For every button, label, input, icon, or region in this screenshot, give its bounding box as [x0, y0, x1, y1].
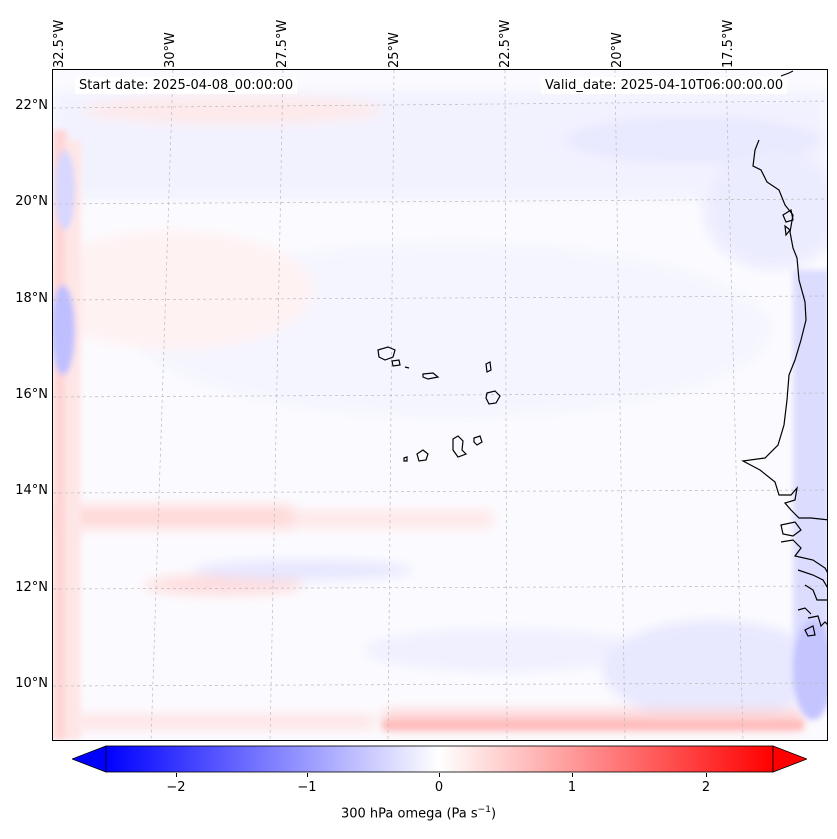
omega-map: [52, 69, 828, 741]
cb-tickmark-2: [706, 773, 707, 777]
colorbar-svg: [70, 745, 809, 773]
colorbar-label-close: ): [490, 806, 497, 822]
lon-label-22-5w: 22.5°W: [498, 19, 513, 68]
start-date-label: Start date: 2025-04-08_00:00:00: [75, 77, 298, 94]
colorbar-min-extend: [70, 745, 107, 773]
lat-label-18n: 18°N: [15, 291, 48, 306]
cb-tick-2: 2: [701, 780, 711, 795]
lon-label-25w: 25°W: [387, 32, 402, 68]
lat-label-10n: 10°N: [15, 676, 48, 691]
lat-label-20n: 20°N: [15, 194, 48, 209]
omega-shading: [53, 90, 827, 730]
colorbar: [70, 745, 809, 773]
cape-verde-islands: [377, 346, 501, 462]
west-edge-band: [53, 130, 67, 740]
cb-tickmark-neg1: [307, 773, 308, 777]
map-field: [53, 70, 827, 740]
graticule: [53, 70, 827, 740]
lon-label-27-5w: 27.5°W: [275, 19, 290, 68]
cb-tickmark-neg2: [176, 773, 177, 777]
colorbar-max-extend: [772, 745, 809, 773]
cb-tick-neg2: −2: [166, 780, 186, 795]
lat-label-16n: 16°N: [15, 387, 48, 402]
colorbar-gradient: [105, 745, 774, 773]
cb-tick-0: 0: [434, 780, 444, 795]
lat-label-22n: 22°N: [15, 98, 48, 113]
valid-date-label: Valid_date: 2025-04-10T06:00:00.00: [541, 77, 788, 94]
cb-tickmark-0: [439, 773, 440, 777]
cb-tickmark-1: [572, 773, 573, 777]
lon-label-32-5w: 32.5°W: [52, 19, 67, 68]
colorbar-label-exponent: −1: [477, 805, 491, 815]
lon-label-30w: 30°W: [163, 32, 178, 68]
lat-label-12n: 12°N: [15, 580, 48, 595]
cb-tick-neg1: −1: [297, 780, 317, 795]
africa-coastline: [741, 70, 827, 637]
colorbar-label: 300 hPa omega (Pa s−1): [340, 805, 497, 822]
lon-label-17-5w: 17.5°W: [721, 19, 736, 68]
lat-label-14n: 14°N: [15, 483, 48, 498]
cb-tick-1: 1: [567, 780, 577, 795]
lon-label-20w: 20°W: [610, 32, 625, 68]
east-edge-band: [793, 270, 827, 690]
